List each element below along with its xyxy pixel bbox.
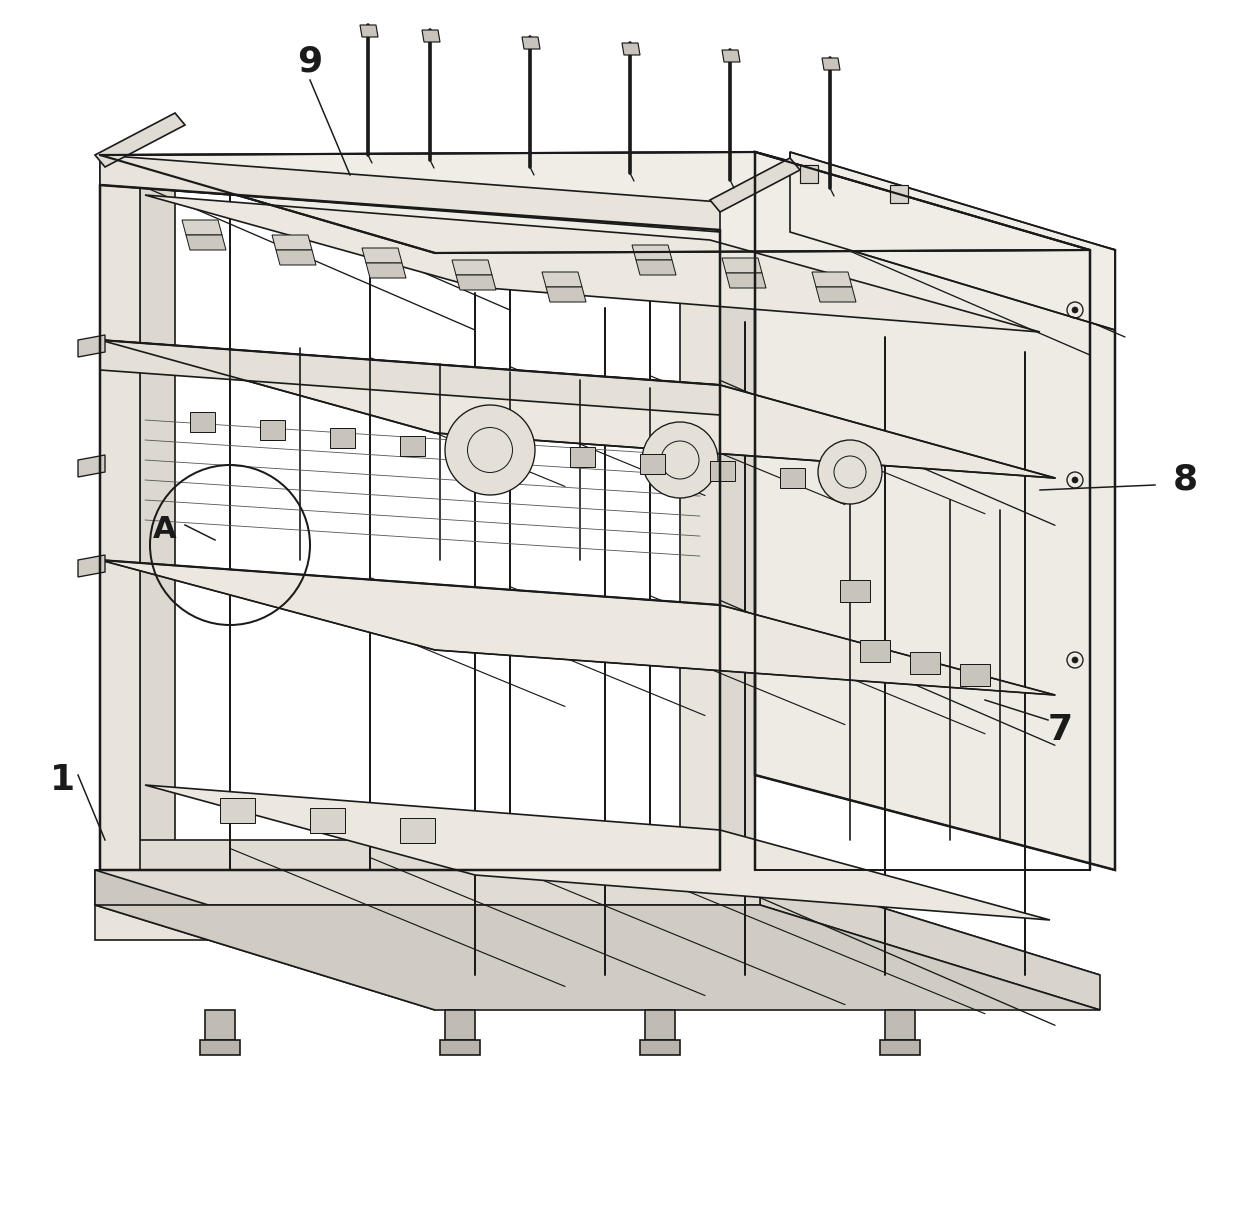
Polygon shape — [182, 221, 222, 235]
Polygon shape — [640, 1040, 680, 1054]
Polygon shape — [453, 261, 492, 275]
Polygon shape — [422, 30, 440, 42]
Polygon shape — [140, 165, 175, 870]
Circle shape — [642, 422, 718, 498]
Polygon shape — [186, 235, 226, 250]
Polygon shape — [272, 235, 312, 250]
Polygon shape — [640, 454, 665, 474]
Polygon shape — [839, 581, 870, 602]
Polygon shape — [100, 155, 720, 230]
Polygon shape — [861, 640, 890, 662]
Polygon shape — [622, 42, 640, 55]
Polygon shape — [440, 1040, 480, 1054]
Polygon shape — [330, 428, 355, 448]
Polygon shape — [722, 258, 763, 273]
Polygon shape — [260, 421, 285, 440]
Polygon shape — [95, 905, 760, 941]
Polygon shape — [822, 58, 839, 70]
Polygon shape — [100, 341, 720, 415]
Polygon shape — [711, 158, 800, 212]
Polygon shape — [760, 870, 1100, 1010]
Polygon shape — [277, 250, 316, 265]
Polygon shape — [310, 808, 345, 833]
Polygon shape — [95, 870, 1100, 974]
Circle shape — [1073, 478, 1078, 484]
Polygon shape — [145, 195, 1040, 332]
Polygon shape — [910, 652, 940, 674]
Polygon shape — [401, 436, 425, 456]
Polygon shape — [78, 454, 105, 478]
Circle shape — [445, 405, 534, 494]
Polygon shape — [680, 230, 720, 870]
Polygon shape — [78, 555, 105, 577]
Polygon shape — [885, 1010, 915, 1040]
Polygon shape — [100, 155, 720, 231]
Polygon shape — [722, 50, 740, 62]
Polygon shape — [725, 273, 766, 288]
Polygon shape — [456, 275, 496, 290]
Polygon shape — [542, 271, 582, 287]
Polygon shape — [100, 152, 1090, 253]
Text: 9: 9 — [298, 45, 322, 79]
Polygon shape — [720, 210, 755, 870]
Polygon shape — [190, 412, 215, 431]
Polygon shape — [546, 287, 587, 302]
Polygon shape — [360, 25, 378, 38]
Polygon shape — [522, 38, 539, 48]
Polygon shape — [362, 248, 402, 263]
Polygon shape — [100, 341, 1055, 478]
Polygon shape — [401, 818, 435, 844]
Polygon shape — [366, 263, 405, 278]
Polygon shape — [816, 287, 856, 302]
Circle shape — [1073, 307, 1078, 313]
Polygon shape — [570, 447, 595, 467]
Polygon shape — [632, 245, 672, 261]
Polygon shape — [636, 261, 676, 275]
Polygon shape — [800, 165, 818, 183]
Polygon shape — [100, 560, 1055, 694]
Polygon shape — [445, 1010, 475, 1040]
Polygon shape — [960, 664, 990, 686]
Polygon shape — [100, 840, 720, 870]
Polygon shape — [78, 335, 105, 358]
Polygon shape — [205, 1010, 236, 1040]
Polygon shape — [95, 870, 435, 1010]
Polygon shape — [812, 271, 852, 287]
Text: 8: 8 — [1173, 463, 1198, 497]
Polygon shape — [219, 797, 255, 823]
Polygon shape — [95, 905, 1100, 1010]
Polygon shape — [790, 152, 1115, 330]
Polygon shape — [880, 1040, 920, 1054]
Polygon shape — [711, 461, 735, 481]
Circle shape — [818, 440, 882, 504]
Polygon shape — [95, 113, 185, 167]
Polygon shape — [200, 1040, 241, 1054]
Polygon shape — [645, 1010, 675, 1040]
Circle shape — [1073, 657, 1078, 663]
Text: A: A — [154, 515, 177, 544]
Polygon shape — [145, 785, 1050, 920]
Polygon shape — [755, 152, 1115, 870]
Polygon shape — [95, 870, 760, 905]
Polygon shape — [100, 185, 140, 870]
Polygon shape — [780, 468, 805, 488]
Polygon shape — [890, 185, 908, 202]
Polygon shape — [100, 165, 140, 870]
Text: 7: 7 — [1048, 713, 1073, 747]
Text: 1: 1 — [50, 764, 74, 797]
